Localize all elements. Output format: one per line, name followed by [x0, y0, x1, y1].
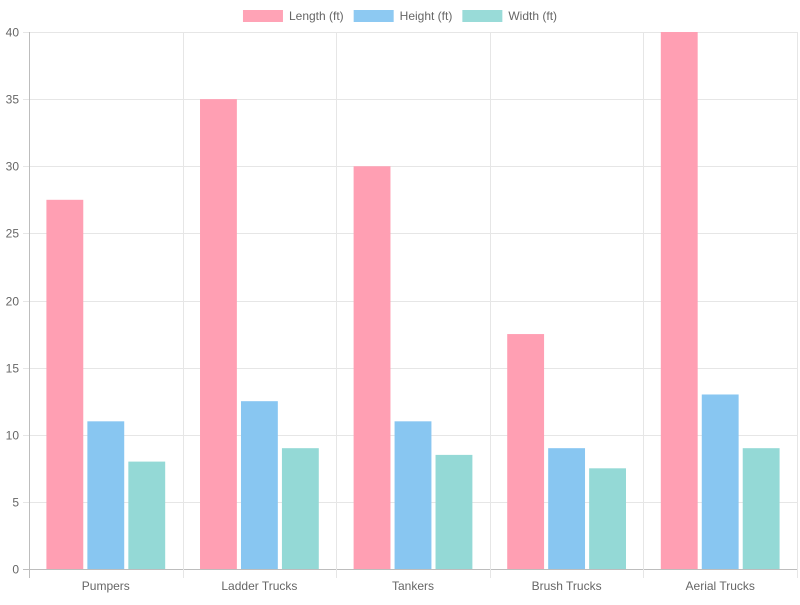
x-tick-label: Brush Trucks: [532, 579, 602, 593]
x-tick-label: Aerial Trucks: [686, 579, 755, 593]
legend-item[interactable]: Length (ft): [242, 9, 344, 23]
bar[interactable]: Aerial Trucks — Height (ft): 13: [701, 394, 739, 569]
y-tick-label: 35: [6, 93, 20, 107]
legend-label: Length (ft): [289, 9, 344, 23]
legend-label: Height (ft): [400, 9, 453, 23]
x-tick-label: Tankers: [392, 579, 434, 593]
bar[interactable]: Brush Trucks — Length (ft): 17.5: [507, 334, 545, 569]
legend-swatch: [462, 10, 503, 22]
bar[interactable]: Aerial Trucks — Width (ft): 9: [742, 448, 780, 569]
axes-layer: 0 5 10 15 20 25 30 35 40 Pumpers Ladder Trucks Tank…: [6, 26, 755, 594]
legend[interactable]: Length (ft) Height (ft) Width (ft): [242, 9, 557, 23]
bar[interactable]: Tankers — Length (ft): 30: [353, 166, 391, 569]
y-tick-label: 30: [6, 160, 20, 174]
y-tick-label: 20: [6, 295, 20, 309]
legend-swatch: [353, 10, 394, 22]
bar[interactable]: Ladder Trucks — Width (ft): 9: [281, 448, 319, 569]
y-tick-label: 15: [6, 362, 20, 376]
bar[interactable]: Ladder Trucks — Length (ft): 35: [200, 99, 237, 570]
bars-layer: Pumpers — Length (ft): 27.5Pumpers — Hei…: [46, 32, 780, 570]
bar[interactable]: Tankers — Height (ft): 11: [394, 421, 432, 569]
bar[interactable]: Pumpers — Height (ft): 11: [87, 421, 125, 569]
bar[interactable]: Aerial Trucks — Length (ft): 40: [660, 32, 698, 569]
bar[interactable]: Pumpers — Length (ft): 27.5: [46, 199, 84, 569]
legend-swatch: [242, 10, 283, 22]
y-tick-label: 40: [6, 26, 20, 40]
bar[interactable]: Pumpers — Width (ft): 8: [128, 461, 166, 569]
bar[interactable]: Ladder Trucks — Height (ft): 12.5: [240, 401, 278, 569]
y-tick-label: 10: [6, 429, 20, 443]
legend-item[interactable]: Width (ft): [462, 9, 557, 23]
y-tick-label: 5: [12, 496, 19, 510]
bar[interactable]: Tankers — Width (ft): 8.5: [435, 454, 473, 569]
bar[interactable]: Brush Trucks — Width (ft): 7.5: [589, 468, 626, 569]
y-tick-label: 0: [12, 563, 19, 577]
legend-label: Width (ft): [508, 9, 557, 23]
legend-item[interactable]: Height (ft): [353, 9, 453, 23]
grid-layer: [23, 32, 798, 578]
x-tick-label: Ladder Trucks: [221, 579, 297, 593]
y-tick-label: 25: [6, 227, 20, 241]
bar[interactable]: Brush Trucks — Height (ft): 9: [548, 448, 586, 569]
x-tick-label: Pumpers: [82, 579, 130, 593]
